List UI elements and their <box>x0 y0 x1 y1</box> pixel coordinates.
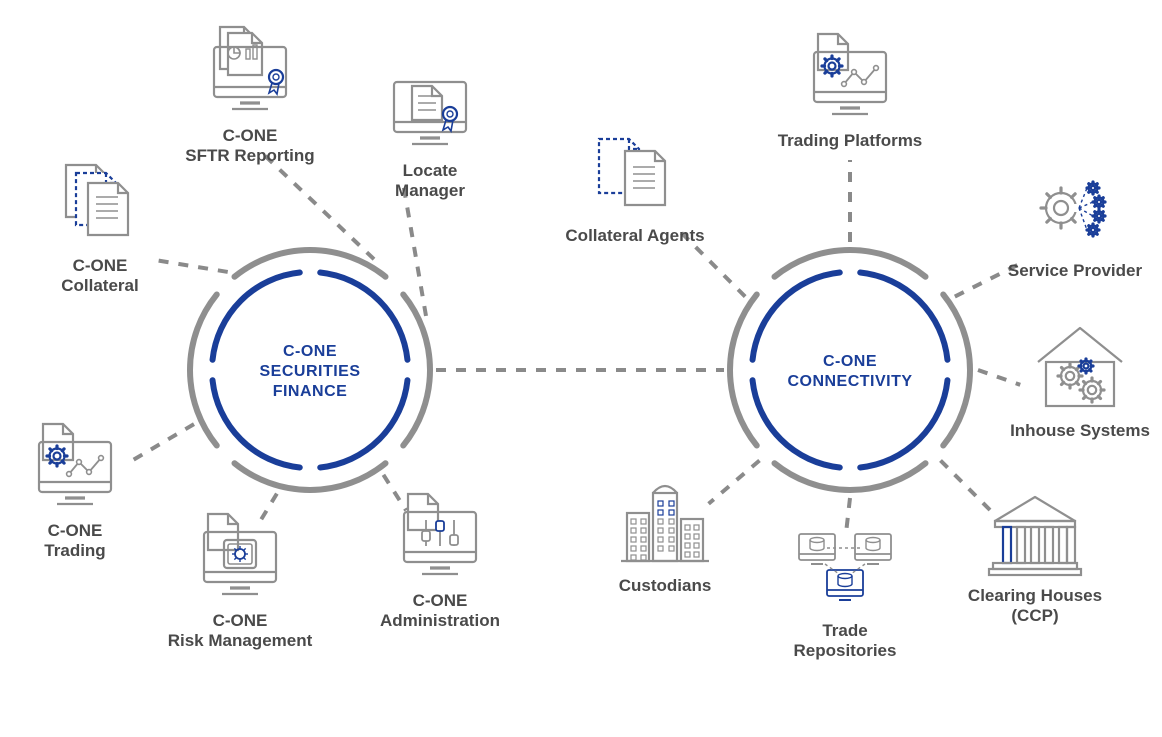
spoke-risk <box>259 494 277 523</box>
node-admin-label-2: Administration <box>380 611 500 630</box>
node-sftr-label-2: SFTR Reporting <box>185 146 314 165</box>
hub-left-title-1: C-ONE <box>283 343 337 360</box>
node-trading-label-2: Trading <box>44 541 105 560</box>
node-risk-label-2: Risk Management <box>168 631 313 650</box>
spoke-admin <box>383 475 406 511</box>
node-admin-label-1: C-ONE <box>413 591 468 610</box>
spoke-collateral <box>149 259 227 272</box>
node-traderepo-label-2: Repositories <box>794 641 897 660</box>
node-trading <box>39 424 111 504</box>
spoke-clearing <box>941 461 993 513</box>
temple-icon <box>989 497 1081 575</box>
diagram-canvas: C-ONE SECURITIES FINANCE C-ONE CONNECTIV… <box>0 0 1162 737</box>
gear-cluster-icon <box>1041 182 1105 236</box>
hub-connectivity: C-ONE CONNECTIVITY <box>730 250 970 490</box>
node-custodians-label-1: Custodians <box>619 576 712 595</box>
spoke-custodians <box>709 461 760 504</box>
node-collateral-label-2: Collateral <box>61 276 138 295</box>
monitor-safe-icon <box>204 514 276 594</box>
two-docs-icon <box>599 139 665 205</box>
monitor-chart-icon <box>39 424 111 504</box>
node-admin <box>404 494 476 574</box>
node-locate <box>394 82 466 144</box>
hub-securities-finance: C-ONE SECURITIES FINANCE <box>190 250 430 490</box>
node-locate-label-2: Manager <box>395 181 465 200</box>
node-collateral-label-1: C-ONE <box>73 256 128 275</box>
buildings-icon <box>621 486 709 561</box>
server-cluster-icon <box>799 534 891 600</box>
spoke-sftr <box>263 154 374 260</box>
node-trading-label-1: C-ONE <box>48 521 103 540</box>
node-custodians <box>621 486 709 561</box>
node-collagents-label-1: Collateral Agents <box>565 226 704 245</box>
node-tradingplat <box>814 34 886 114</box>
monitor-sliders-icon <box>404 494 476 574</box>
house-gears-icon <box>1038 328 1122 406</box>
node-tradingplat-label-1: Trading Platforms <box>778 131 923 150</box>
spoke-trading <box>128 424 194 463</box>
hub-left-title-2: SECURITIES <box>259 363 360 380</box>
hub-left-title-3: FINANCE <box>273 383 348 400</box>
node-serviceprov-label-1: Service Provider <box>1008 261 1143 280</box>
node-sftr-label-1: C-ONE <box>223 126 278 145</box>
monitor-report-icon <box>214 27 286 109</box>
spoke-traderepo <box>846 498 850 530</box>
node-clearing-label-2: (CCP) <box>1011 606 1058 625</box>
node-serviceprov <box>1041 182 1105 236</box>
node-traderepo <box>799 534 891 600</box>
node-risk <box>204 514 276 594</box>
spoke-inhouse <box>978 370 1020 385</box>
node-clearing <box>989 497 1081 575</box>
node-locate-label-1: Locate <box>403 161 458 180</box>
node-traderepo-label-1: Trade <box>822 621 867 640</box>
node-inhouse <box>1038 328 1122 406</box>
node-clearing-label-1: Clearing Houses <box>968 586 1102 605</box>
node-sftr <box>214 27 286 109</box>
node-collateral <box>66 165 128 235</box>
node-inhouse-label-1: Inhouse Systems <box>1010 421 1150 440</box>
node-risk-label-1: C-ONE <box>213 611 268 630</box>
hub-right-title-1: C-ONE <box>823 353 877 370</box>
hub-right-title-2: CONNECTIVITY <box>787 373 912 390</box>
stacked-docs-icon <box>66 165 128 235</box>
node-collagents <box>599 139 665 205</box>
monitor-doc-icon <box>394 82 466 144</box>
monitor-chart-icon <box>814 34 886 114</box>
